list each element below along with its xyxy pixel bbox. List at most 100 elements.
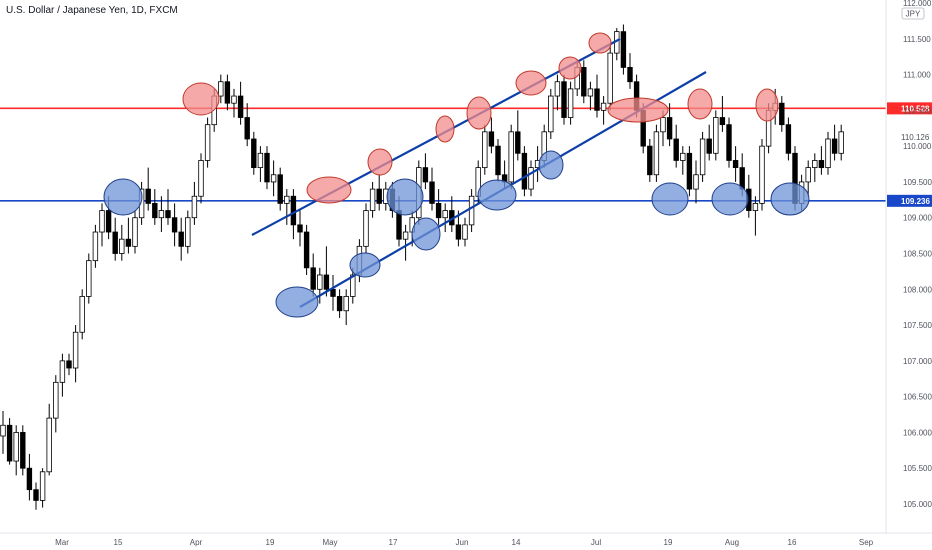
channel-upper-line[interactable] (251, 38, 621, 236)
support-touch-marker[interactable] (711, 182, 749, 216)
candle-body (548, 95, 554, 133)
support-touch-marker[interactable] (103, 178, 143, 216)
candle (581, 60, 587, 104)
y-tick-label: 107.000 (903, 357, 932, 366)
support-touch-marker[interactable] (477, 179, 517, 211)
candle (198, 153, 204, 204)
candle (515, 110, 521, 161)
candle-body (713, 117, 719, 154)
candle-body (178, 231, 184, 247)
candle-body (363, 210, 369, 247)
support-touch-marker[interactable] (386, 178, 424, 216)
candle-body (818, 160, 825, 169)
candle-body (13, 432, 19, 462)
resistance-touch-marker[interactable] (687, 88, 713, 120)
candle-body (673, 138, 679, 161)
resistance-touch-marker[interactable] (182, 82, 220, 116)
x-tick-label: Sep (859, 538, 874, 547)
x-tick-label: 15 (114, 538, 123, 547)
candle (86, 253, 92, 304)
resistance-touch-marker[interactable] (607, 97, 669, 123)
candle-body (323, 274, 330, 290)
candle (673, 124, 679, 168)
candle (343, 289, 349, 326)
candle-body (838, 131, 844, 154)
candle-body (46, 417, 52, 473)
candle-body (112, 231, 118, 254)
candle-body (369, 188, 376, 211)
candle (607, 45, 613, 111)
candle-body (66, 360, 72, 369)
candle-body (350, 274, 356, 297)
resistance-touch-marker[interactable] (306, 176, 352, 204)
candle-body (422, 167, 429, 183)
candle-body (284, 195, 290, 204)
candle (627, 53, 633, 89)
resistance-touch-marker[interactable] (435, 115, 455, 143)
candle-body (20, 432, 26, 469)
candle-body (343, 296, 349, 312)
candle (165, 189, 171, 225)
support-touch-marker[interactable] (651, 182, 689, 216)
candle (231, 88, 237, 118)
candle-body (561, 81, 567, 118)
support-touch-marker[interactable] (770, 182, 810, 216)
candle-body (435, 202, 442, 219)
candle-body (594, 88, 600, 111)
candle (726, 117, 732, 168)
resistance-touch-marker[interactable] (558, 56, 582, 80)
candle (620, 24, 627, 75)
candle-body (237, 95, 244, 118)
candle (369, 181, 376, 218)
candle-body (317, 274, 323, 290)
annotations-layer (103, 32, 810, 318)
candle (317, 267, 323, 304)
candle (363, 203, 369, 254)
resistance-touch-marker[interactable] (367, 148, 393, 176)
candle-body (495, 145, 501, 176)
candle-body (699, 138, 706, 176)
candle-body (231, 95, 237, 104)
candle (72, 325, 79, 383)
resistance-touch-marker[interactable] (588, 32, 612, 54)
candle-body (297, 224, 303, 233)
candle (825, 131, 831, 175)
candle-body (693, 174, 699, 190)
resistance-touch-marker[interactable] (515, 70, 547, 96)
support-touch-marker[interactable] (275, 286, 319, 318)
candle (244, 103, 250, 147)
candle-body (119, 238, 125, 254)
resistance-touch-marker[interactable] (755, 88, 779, 122)
candle-body (442, 210, 448, 219)
candle-body (165, 210, 171, 219)
support-touch-marker[interactable] (538, 150, 564, 180)
candle-body (92, 231, 99, 262)
currency-badge-label: JPY (906, 10, 921, 19)
candle-body (330, 288, 336, 297)
candle (132, 210, 138, 254)
candle (112, 217, 118, 261)
y-tick-label: 106.000 (903, 428, 932, 437)
candle-body (462, 224, 468, 240)
candle (264, 146, 270, 190)
candle-body (759, 145, 765, 204)
support-touch-marker[interactable] (349, 252, 381, 278)
candle-body (515, 131, 521, 154)
candle-body (779, 102, 785, 126)
candle (26, 453, 33, 501)
candle (99, 203, 105, 247)
candle-body (224, 81, 231, 104)
support-touch-marker[interactable] (411, 217, 441, 251)
candle (462, 217, 468, 247)
candle-body (264, 152, 270, 183)
resistance-touch-marker[interactable] (466, 96, 492, 130)
candle-body (719, 117, 726, 126)
candle-body (805, 167, 811, 183)
candle-body (198, 160, 204, 197)
candle (587, 81, 594, 111)
candle-body (402, 231, 409, 240)
candle (666, 103, 673, 147)
